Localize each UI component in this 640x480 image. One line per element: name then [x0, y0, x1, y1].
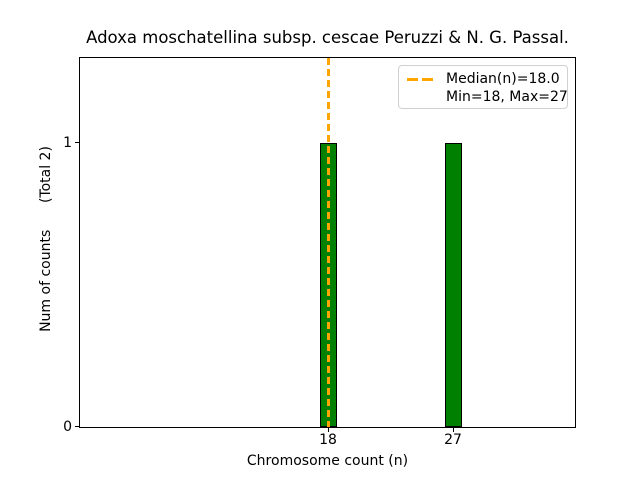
y-tick-mark — [75, 142, 79, 143]
y-tick-label-1: 1 — [63, 135, 72, 151]
legend: Median(n)=18.0 Min=18, Max=27 — [398, 65, 568, 109]
x-axis-label: Chromosome count (n) — [246, 453, 409, 469]
x-tick-label-27: 27 — [444, 432, 462, 448]
legend-entry-median: Median(n)=18.0 — [446, 71, 560, 87]
legend-entry-median-row: Median(n)=18.0 — [407, 70, 560, 88]
x-tick-mark — [453, 428, 454, 432]
legend-entry-minmax: Min=18, Max=27 — [446, 89, 568, 105]
dashed-line-icon — [407, 77, 434, 81]
legend-key-spacer — [407, 96, 434, 99]
legend-entry-minmax-row: Min=18, Max=27 — [407, 88, 568, 106]
y-tick-mark — [75, 426, 79, 427]
x-tick-label-18: 18 — [319, 432, 337, 448]
x-tick-mark — [328, 428, 329, 432]
plot-area: Median(n)=18.0 Min=18, Max=27 — [79, 57, 576, 428]
bar-27 — [445, 143, 462, 427]
y-axis-label: Num of counts (Total 2) — [38, 146, 54, 332]
median-line — [327, 58, 330, 427]
chart-title: Adoxa moschatellina subsp. cescae Peruzz… — [86, 28, 569, 47]
y-tick-label-0: 0 — [63, 419, 72, 435]
